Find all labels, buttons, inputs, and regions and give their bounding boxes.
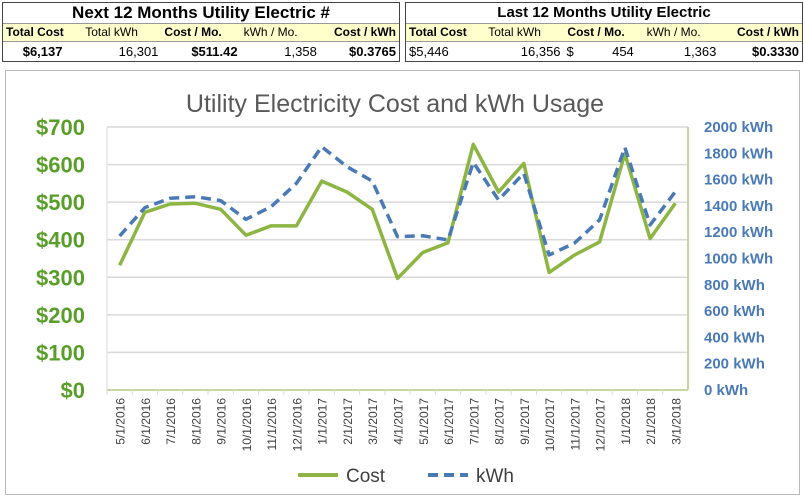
left-tick-label: $300 — [36, 265, 85, 290]
x-tick-label: 7/1/2016 — [164, 398, 178, 445]
header: Cost / kWh — [334, 25, 397, 39]
header: Cost / kWh — [737, 25, 800, 39]
next-12-title: Next 12 Months Utility Electric # — [3, 3, 399, 24]
total-cost: $5,446 — [409, 44, 449, 59]
header: kWh / Mo. — [243, 25, 298, 39]
total-kwh: 16,356 — [520, 44, 561, 59]
left-tick-label: $400 — [36, 228, 85, 253]
x-tick-label: 11/1/2016 — [265, 398, 279, 451]
x-tick-label: 12/1/2017 — [594, 398, 608, 452]
x-tick-label: 1/1/2017 — [316, 398, 330, 445]
header: Total kWh — [85, 25, 138, 39]
x-tick-label: 7/1/2017 — [467, 398, 481, 445]
x-tick-label: 12/1/2016 — [290, 398, 304, 452]
header: Total kWh — [488, 25, 541, 39]
x-tick-label: 3/1/2018 — [669, 398, 683, 445]
series-line-kwh — [118, 144, 677, 257]
right-tick-label: 1600 kWh — [704, 172, 773, 189]
cost-per-month: $511.42 — [191, 44, 238, 59]
cost-per-month: 454 — [612, 44, 634, 59]
x-tick-label: 11/1/2017 — [568, 398, 582, 451]
right-tick-label: 1400 kWh — [704, 198, 773, 215]
right-tick-label: 200 kWh — [704, 356, 765, 373]
x-tick-label: 10/1/2016 — [240, 398, 254, 452]
last-12-months-table: Last 12 Months Utility Electric Total Co… — [405, 2, 803, 62]
x-tick-label: 4/1/2017 — [392, 398, 406, 445]
left-tick-label: $200 — [36, 303, 85, 328]
right-tick-label: 1000 kWh — [704, 251, 773, 268]
left-tick-label: $500 — [36, 190, 85, 215]
right-tick-label: 1800 kWh — [704, 145, 773, 162]
right-tick-label: 1200 kWh — [704, 224, 773, 241]
x-tick-label: 8/1/2017 — [493, 398, 507, 445]
x-tick-label: 1/1/2018 — [619, 398, 633, 445]
header: Cost / Mo. — [567, 25, 625, 39]
left-tick-label: $700 — [36, 115, 85, 140]
header: Total Cost — [409, 25, 467, 39]
next-12-months-table: Next 12 Months Utility Electric # Total … — [2, 2, 400, 62]
x-tick-label: 2/1/2017 — [341, 398, 355, 445]
cost-per-kwh: $0.3765 — [349, 44, 397, 59]
series-line-cost — [118, 142, 677, 281]
x-tick-label: 9/1/2016 — [215, 398, 229, 445]
right-tick-label: 400 kWh — [704, 329, 765, 346]
left-tick-label: $100 — [36, 340, 85, 365]
header: kWh / Mo. — [646, 25, 701, 39]
last-12-title: Last 12 Months Utility Electric — [406, 3, 802, 24]
right-tick-label: 2000 kWh — [704, 119, 773, 136]
kwh-per-month: 1,363 — [683, 44, 717, 59]
legend-label: kWh — [476, 466, 514, 487]
right-tick-label: 600 kWh — [704, 303, 765, 320]
currency-sign: $ — [566, 44, 574, 59]
total-kwh: 16,301 — [118, 44, 159, 59]
x-tick-label: 6/1/2016 — [139, 398, 153, 445]
left-tick-label: $600 — [36, 153, 85, 178]
x-tick-label: 2/1/2018 — [644, 398, 658, 445]
legend-label: Cost — [346, 466, 386, 487]
cost-per-kwh: $0.3330 — [751, 44, 799, 59]
x-tick-label: 5/1/2016 — [114, 398, 128, 445]
kwh-per-month: 1,358 — [284, 44, 317, 59]
total-cost: $6,137 — [22, 44, 63, 59]
x-tick-label: 8/1/2016 — [189, 398, 203, 445]
x-tick-label: 6/1/2017 — [442, 398, 456, 445]
right-tick-label: 0 kWh — [704, 382, 748, 399]
right-tick-label: 800 kWh — [704, 277, 765, 294]
left-tick-label: $0 — [61, 378, 85, 403]
x-tick-label: 9/1/2017 — [518, 398, 532, 445]
x-tick-label: 5/1/2017 — [417, 398, 431, 445]
header: Cost / Mo. — [164, 25, 222, 39]
chart-title: Utility Electricity Cost and kWh Usage — [186, 90, 604, 118]
header: Total Cost — [6, 25, 64, 39]
x-tick-label: 10/1/2017 — [543, 398, 557, 452]
x-tick-label: 3/1/2017 — [366, 398, 380, 445]
chart-container — [5, 70, 800, 495]
